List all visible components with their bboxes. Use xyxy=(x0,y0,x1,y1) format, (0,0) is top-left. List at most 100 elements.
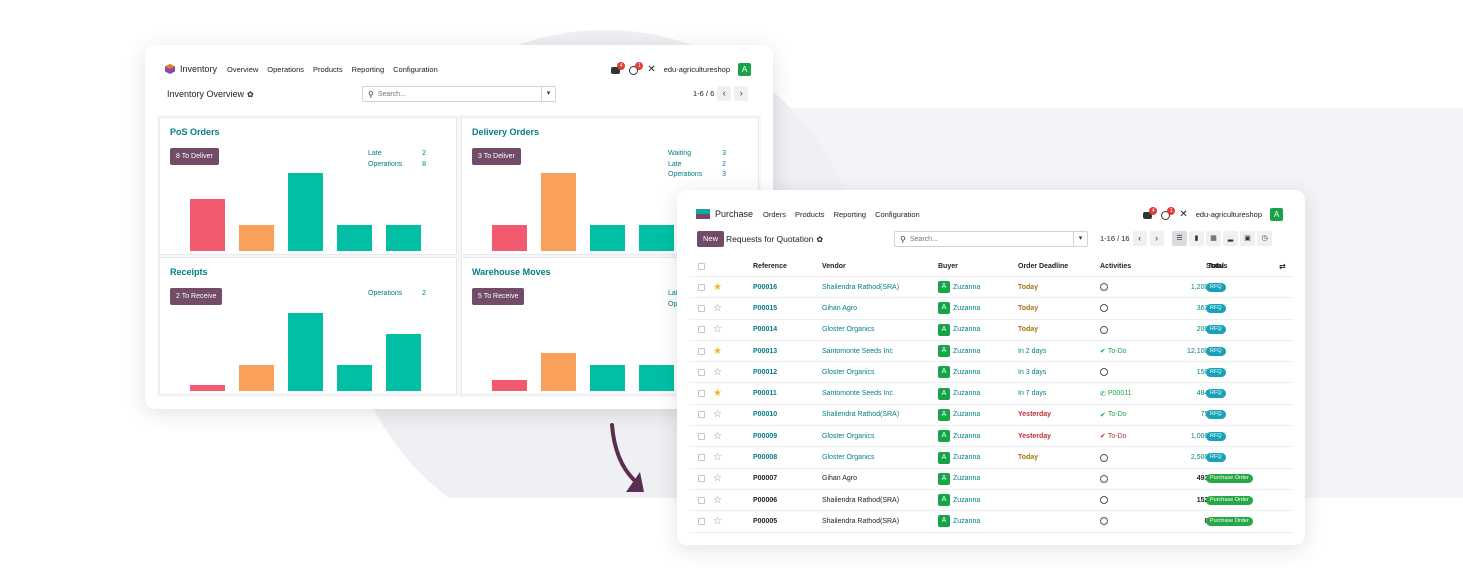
activity-cell[interactable]: ✔ To-Do xyxy=(1100,405,1127,425)
stat-value[interactable]: 8 xyxy=(422,160,426,168)
priority-star-icon[interactable]: ☆ xyxy=(713,473,722,485)
table-row[interactable]: ★ P00013 Santomonte Seeds Inc A Zuzanna In 2 … xyxy=(689,341,1293,363)
reference-cell[interactable]: P00007 xyxy=(753,475,778,483)
activity-cell[interactable] xyxy=(1100,490,1110,510)
menu-operations[interactable]: Operations xyxy=(267,64,304,74)
vendor-cell[interactable]: Shailendra Rathod(SRA) xyxy=(822,283,900,291)
vendor-cell[interactable]: Gloster Organics xyxy=(822,432,875,440)
reference-cell[interactable]: P00008 xyxy=(753,454,778,462)
buyer-cell[interactable]: A Zuzanna xyxy=(938,362,980,382)
company-name[interactable]: edu-agricultureshop xyxy=(663,65,730,74)
vendor-cell[interactable]: Gloster Organics xyxy=(822,454,875,462)
user-avatar[interactable]: A xyxy=(738,63,751,76)
priority-star-icon[interactable]: ☆ xyxy=(713,366,722,378)
activity-cell[interactable] xyxy=(1100,298,1110,318)
activity-clock-icon[interactable]: 1 xyxy=(629,61,644,75)
priority-star-icon[interactable]: ☆ xyxy=(713,430,722,442)
reference-cell[interactable]: P00006 xyxy=(753,496,778,504)
card-action-button[interactable]: 2 To Receive xyxy=(170,288,223,305)
row-checkbox[interactable] xyxy=(698,469,705,489)
priority-star-icon[interactable]: ★ xyxy=(713,281,722,293)
debug-tools-icon[interactable]: ✕ xyxy=(647,64,656,75)
search-dropdown-toggle[interactable]: ▾ xyxy=(1073,232,1087,246)
row-checkbox[interactable] xyxy=(698,277,705,297)
priority-star-icon[interactable]: ☆ xyxy=(713,452,722,464)
activity-clock-icon[interactable] xyxy=(1100,474,1108,483)
buyer-cell[interactable]: A Zuzanna xyxy=(938,405,980,425)
buyer-cell[interactable]: A Zuzanna xyxy=(938,469,980,489)
priority-star-icon[interactable]: ☆ xyxy=(713,324,722,336)
activity-clock-icon[interactable] xyxy=(1100,517,1108,526)
stat-label[interactable]: Lat xyxy=(668,290,678,297)
stat-value[interactable]: 2 xyxy=(422,150,426,157)
row-checkbox[interactable] xyxy=(698,405,705,425)
activity-clock-icon[interactable]: 1 xyxy=(1161,206,1176,220)
priority-star-icon[interactable]: ☆ xyxy=(713,409,722,421)
activity-cell[interactable] xyxy=(1100,362,1110,382)
card-title[interactable]: PoS Orders xyxy=(170,127,220,137)
vendor-cell[interactable]: Santomonte Seeds Inc xyxy=(822,347,893,355)
card-action-button[interactable]: 5 To Receive xyxy=(472,288,525,305)
row-checkbox[interactable] xyxy=(698,341,705,361)
activity-cell[interactable] xyxy=(1100,447,1110,467)
stat-label[interactable]: Operations xyxy=(368,290,403,297)
stat-label[interactable]: Operations xyxy=(668,171,703,178)
activity-clock-icon[interactable] xyxy=(1100,283,1108,292)
vendor-cell[interactable]: Shailendra Rathod(SRA) xyxy=(822,496,900,504)
buyer-cell[interactable]: A Zuzanna xyxy=(938,447,980,467)
activity-cell[interactable] xyxy=(1100,320,1110,340)
purchase-app-brand[interactable]: Purchase xyxy=(696,209,753,219)
row-checkbox[interactable] xyxy=(698,362,705,382)
calendar-view-icon[interactable]: ▣ xyxy=(1240,231,1255,246)
table-row[interactable]: ★ P00016 Shailendra Rathod(SRA) A Zuzanna Tod… xyxy=(689,277,1293,299)
table-row[interactable]: ☆ P00010 Shailendra Rathod(SRA) A Zuzanna Yes… xyxy=(689,405,1293,427)
activity-view-icon[interactable]: ◷ xyxy=(1257,231,1272,246)
priority-star-icon[interactable]: ★ xyxy=(713,345,722,357)
stat-label[interactable]: Late xyxy=(368,150,382,157)
card-title[interactable]: Warehouse Moves xyxy=(472,267,551,277)
row-checkbox[interactable] xyxy=(698,447,705,467)
buyer-cell[interactable]: A Zuzanna xyxy=(938,426,980,446)
buyer-cell[interactable]: A Zuzanna xyxy=(938,277,980,297)
activity-clock-icon[interactable] xyxy=(1100,496,1108,505)
search-dropdown-toggle[interactable]: ▾ xyxy=(541,87,555,101)
reference-cell[interactable]: P00011 xyxy=(753,390,777,398)
card-action-button[interactable]: 3 To Deliver xyxy=(472,148,521,165)
column-buyer[interactable]: Buyer xyxy=(938,263,958,270)
list-view-icon[interactable]: ☰ xyxy=(1172,231,1187,246)
vendor-cell[interactable]: Santomonte Seeds Inc xyxy=(822,390,893,398)
row-checkbox[interactable] xyxy=(698,426,705,446)
pivot-view-icon[interactable]: ▦ xyxy=(1206,231,1221,246)
vendor-cell[interactable]: Shailendra Rathod(SRA) xyxy=(822,517,900,525)
menu-orders[interactable]: Orders xyxy=(763,209,786,219)
phone-icon[interactable]: ✆ xyxy=(1100,390,1106,398)
stat-label[interactable]: Operations xyxy=(368,160,403,168)
card-action-button[interactable]: 8 To Deliver xyxy=(170,148,219,165)
reference-cell[interactable]: P00016 xyxy=(753,283,778,291)
column-order-deadline[interactable]: Order Deadline xyxy=(1018,263,1069,270)
table-row[interactable]: ☆ P00012 Gloster Organics A Zuzanna In 3 days… xyxy=(689,362,1293,384)
pager-value[interactable]: 1-6 / 6 xyxy=(693,89,715,98)
row-checkbox[interactable] xyxy=(698,320,705,340)
reference-cell[interactable]: P00010 xyxy=(753,411,778,419)
chat-icon[interactable]: 4 xyxy=(611,61,626,75)
priority-star-icon[interactable]: ★ xyxy=(713,388,722,400)
todo-check-icon[interactable]: ✔ xyxy=(1100,348,1106,356)
priority-star-icon[interactable]: ☆ xyxy=(713,515,722,527)
reference-cell[interactable]: P00015 xyxy=(753,304,778,312)
activity-cell[interactable] xyxy=(1100,277,1110,297)
menu-reporting[interactable]: Reporting xyxy=(351,64,385,74)
row-checkbox[interactable] xyxy=(698,490,705,510)
column-reference[interactable]: Reference xyxy=(753,263,787,270)
activity-cell[interactable]: ✆ P00011 xyxy=(1100,383,1132,403)
stat-value[interactable]: 3 xyxy=(722,150,726,157)
select-all-checkbox[interactable] xyxy=(698,257,705,276)
menu-products[interactable]: Products xyxy=(312,64,343,74)
buyer-cell[interactable]: A Zuzanna xyxy=(938,490,980,510)
vendor-cell[interactable]: Gihan Agro xyxy=(822,475,858,483)
debug-tools-icon[interactable]: ✕ xyxy=(1179,209,1188,220)
stat-label[interactable]: Waiting xyxy=(668,150,692,157)
